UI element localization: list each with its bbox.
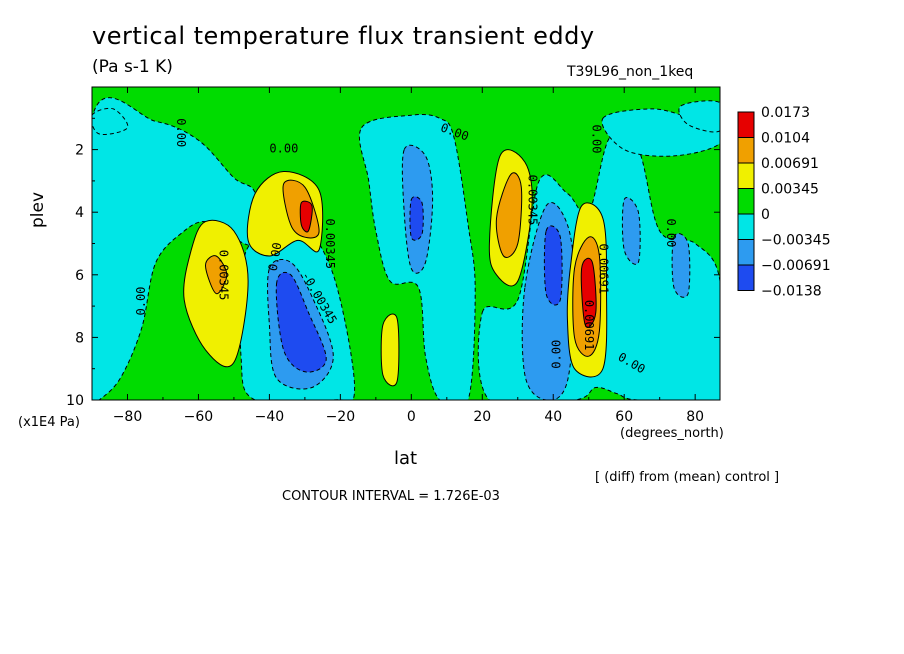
contour-region-cyan (92, 97, 259, 400)
contour-label: 0.00691 (582, 300, 596, 351)
colorbar-swatch (737, 162, 755, 189)
colorbar-swatch (737, 239, 755, 266)
contour-region-red (580, 257, 597, 328)
y-tick-label: 2 (75, 143, 84, 159)
contour-label: 0.00 (134, 287, 148, 316)
plot-area: 0.000.000.00 0.000.000.000.00 0.000.000.00… (92, 87, 720, 400)
contour-label: 0.00 (174, 118, 188, 147)
x-tick-label: 40 (544, 409, 562, 425)
colorbar-label: 0 (761, 207, 770, 223)
contour-region-blue (275, 271, 327, 373)
colorbar-legend: 0.0173 0.0104 0.00691 0.00345 0 −0.00345 −0.00… (737, 105, 831, 300)
x-tick-label: 80 (686, 409, 704, 425)
contour-region-cyan (92, 107, 129, 135)
colorbar-label: 0.00691 (761, 156, 819, 172)
contour-region-lightblue (671, 233, 691, 298)
colorbar-label: 0.0104 (761, 131, 810, 147)
y-tick-label: 6 (75, 268, 84, 284)
contour-label: 0.00 (664, 218, 678, 247)
contour-label: 0.00345 (217, 250, 231, 301)
x-tick-label: −60 (184, 409, 214, 425)
y-tick-label: 4 (75, 205, 84, 221)
contour-region-blue (543, 225, 563, 306)
contour-region-red (299, 200, 313, 233)
footnote: [ (diff) from (mean) control ] (595, 470, 780, 485)
chart-title: vertical temperature flux transient eddy (92, 22, 595, 50)
colorbar-label: 0.00345 (761, 182, 819, 198)
x-tick-label: −20 (326, 409, 356, 425)
contour-interval: CONTOUR INTERVAL = 1.726E-03 (282, 489, 500, 504)
y-tick-label: 10 (66, 393, 84, 409)
colorbar-swatch (737, 213, 755, 240)
x-tick-label: 20 (473, 409, 491, 425)
colorbar-swatch (737, 188, 755, 215)
contour-label: 0.00 (549, 340, 563, 369)
x-tick-label: −40 (255, 409, 285, 425)
contour-label: 0.00 (269, 142, 298, 156)
contour-label: 0.00 (266, 241, 285, 272)
colorbar-swatch (737, 137, 755, 164)
x-axis-units: (degrees_north) (620, 426, 724, 441)
contour-region-orange (204, 255, 228, 295)
contour-region-orange (495, 172, 523, 258)
colorbar-label: −0.00345 (761, 233, 831, 249)
colorbar-label: −0.0138 (761, 284, 822, 300)
colorbar-label: 0.0173 (761, 105, 810, 121)
x-axis-label: lat (394, 448, 418, 469)
axes: −80 −60 −40 −20 0 20 40 60 80 2 4 6 8 10 (66, 87, 720, 425)
contour-region-cyan (678, 100, 720, 133)
x-tick-label: −80 (113, 409, 143, 425)
colorbar-swatch (737, 264, 755, 291)
run-label: T39L96_non_1keq (567, 64, 694, 80)
contour-label: 0.00345 (323, 218, 337, 269)
contour-label: 0.00345 (525, 175, 539, 226)
x-tick-label: 0 (407, 409, 416, 425)
contour-label: 0.00691 (596, 244, 610, 295)
contour-region-yellow (380, 313, 400, 387)
y-tick-label: 8 (75, 330, 84, 346)
units-label: (Pa s-1 K) (92, 57, 173, 77)
x-tick-label: 60 (615, 409, 633, 425)
colorbar-swatch (737, 111, 755, 138)
contour-region-lightblue (621, 197, 641, 265)
contour-label: 0.00 (589, 125, 603, 154)
y-axis-units: (x1E4 Pa) (18, 415, 80, 430)
contour-region-blue (409, 196, 424, 241)
colorbar-label: −0.00691 (761, 258, 831, 274)
